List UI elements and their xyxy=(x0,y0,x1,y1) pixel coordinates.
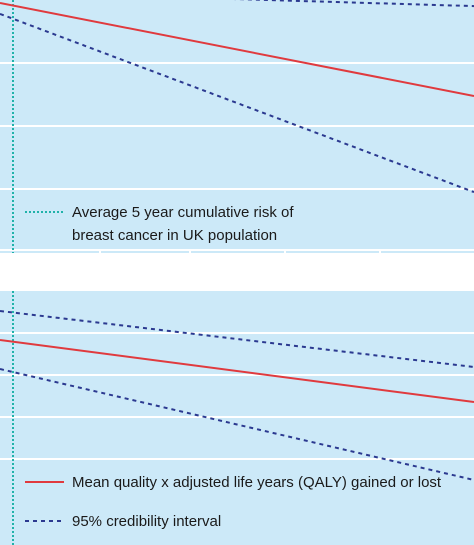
bottom-series-group xyxy=(0,310,474,481)
bottom-series-line-0 xyxy=(0,339,474,403)
bottom-legend: Mean quality x adjusted life years (QALY… xyxy=(25,474,442,530)
legend-ci-label: 95% credibility interval xyxy=(72,513,221,530)
top-series-mean xyxy=(0,2,474,97)
top-series-group xyxy=(0,0,474,194)
legend-mean-label: Mean quality x adjusted life years (QALY… xyxy=(72,474,442,491)
top-gridlines xyxy=(0,62,474,253)
top-series-ci_upper xyxy=(233,0,474,8)
top-panel: Average 5 year cumulative risk of breast… xyxy=(0,0,474,253)
top-legend: Average 5 year cumulative risk of breast… xyxy=(25,204,294,244)
bottom-series-ci_lower xyxy=(0,368,474,481)
bottom-gridlines xyxy=(0,332,474,460)
legend-reference-label-line1: Average 5 year cumulative risk of xyxy=(72,204,294,221)
bottom-panel: Mean quality x adjusted life years (QALY… xyxy=(0,291,474,545)
legend-reference-label-line2: breast cancer in UK population xyxy=(72,227,277,244)
